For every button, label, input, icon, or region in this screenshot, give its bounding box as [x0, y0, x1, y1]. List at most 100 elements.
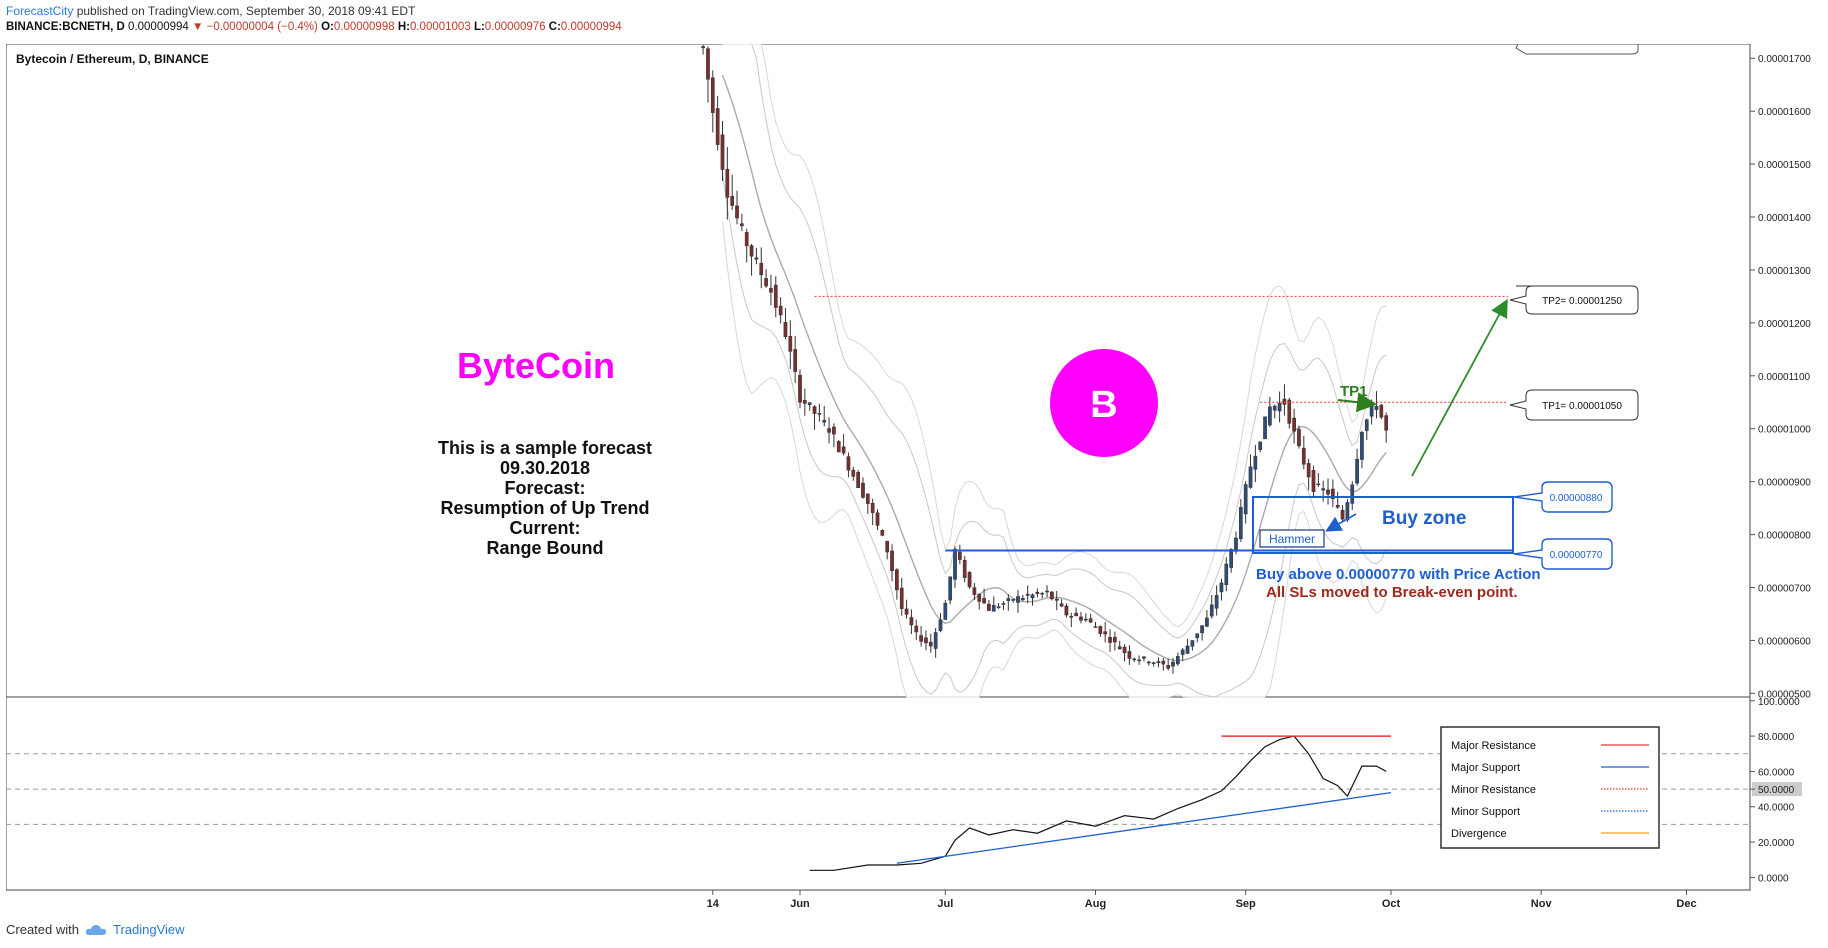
price-tick-label: 0.00001300 [1758, 266, 1811, 277]
time-tick-label: Nov [1531, 898, 1553, 910]
forecast-line: 09.30.2018 [500, 458, 590, 478]
osc-tick-label: 50.0000 [1758, 785, 1795, 796]
candle-body [798, 374, 802, 403]
candle-body [1050, 591, 1054, 600]
candle-body [943, 602, 948, 620]
candle-body [715, 108, 720, 145]
candle-body [1243, 484, 1248, 515]
price-tick-label: 0.00001500 [1758, 160, 1811, 171]
tradingview-cloud-icon [85, 924, 106, 935]
candle-body [1122, 646, 1127, 654]
published-text: published on TradingView.com, September … [76, 4, 416, 18]
last-price: 0.00000994 [128, 21, 189, 33]
candle-body [875, 512, 880, 526]
candle-body [1200, 625, 1204, 634]
candle-body [740, 223, 744, 227]
candle-body [1360, 432, 1364, 460]
candle-body [1253, 455, 1258, 470]
candle-body [972, 587, 977, 595]
current-value-badge [1752, 782, 1802, 797]
candle-body [919, 635, 923, 642]
candle-body [1248, 466, 1253, 488]
candle-body [710, 77, 715, 113]
candle-body [836, 441, 841, 453]
candle-body [1384, 415, 1389, 431]
candle-body [1316, 483, 1321, 486]
oscillator-series [809, 735, 1392, 871]
candle-body [1025, 593, 1030, 596]
low-label: L: [473, 21, 485, 33]
candle-body [1059, 603, 1064, 607]
osc-tick-label: 100.0000 [1758, 697, 1800, 708]
low-value: 0.00000976 [484, 21, 546, 33]
candle-body [928, 641, 933, 647]
candle-body [735, 205, 739, 219]
close-value: 0.00000994 [560, 21, 622, 33]
legend-label: Divergence [1451, 828, 1507, 840]
candle-body [1079, 616, 1083, 621]
price-tick-label: 0.00001100 [1758, 372, 1811, 383]
band-outer-upper-line [722, 44, 1387, 628]
tp1-arrow-icon [1337, 392, 1377, 413]
candle-body [1074, 612, 1078, 617]
candle-body [769, 288, 773, 293]
tp1-callout: TP1= 0.00001050 [1509, 389, 1639, 421]
candle-body [1011, 599, 1015, 601]
tradingview-link[interactable]: TradingView [112, 922, 185, 937]
candle-body [793, 349, 798, 372]
candle-body [987, 603, 991, 611]
zone-bottom-callout: 0.00000770 [1513, 538, 1613, 570]
time-tick-label: Jun [790, 898, 810, 910]
candle-body [880, 530, 885, 536]
candle-body [1209, 604, 1214, 617]
candle-body [982, 598, 986, 604]
candle-body [861, 482, 865, 498]
price-tick-label: 0.00001000 [1758, 425, 1811, 436]
price-axis[interactable]: 0.00001700 0.00001600 0.00001500 0.00001400… [1750, 54, 1811, 700]
ohlc-bar: BINANCE:BCNETH, D 0.00000994 ▼ −0.000000… [6, 21, 622, 33]
candle-body [1064, 605, 1069, 616]
forecast-line: This is a sample forecast [438, 438, 652, 458]
legend-label: Minor Resistance [1451, 784, 1536, 796]
candle-body [948, 576, 953, 601]
candle-body [1117, 646, 1122, 650]
candle-body [783, 322, 788, 337]
candle-body [778, 305, 783, 316]
candle-body [977, 593, 982, 602]
price-tick-label: 0.00001700 [1758, 54, 1811, 65]
open-value: 0.00000998 [333, 21, 395, 33]
band-outer-lower-line [722, 221, 1387, 698]
down-arrow-icon: ▼ [192, 21, 204, 33]
candle-body [706, 48, 710, 80]
tp3-callout [1515, 44, 1639, 55]
time-axis[interactable]: 14 Jun Jul Aug Sep Oct Nov Dec [707, 890, 1697, 910]
band-lower-line [722, 172, 1387, 698]
candle-body [1054, 598, 1059, 601]
chart-area[interactable]: Bytecoin / Ethereum, D, BINANCE 0.000017… [6, 44, 1828, 914]
candle-body [1113, 636, 1117, 643]
candle-body [1083, 618, 1088, 621]
legend-box [1440, 726, 1660, 849]
high-label: H: [397, 21, 410, 33]
price-tick-label: 0.00001400 [1758, 213, 1811, 224]
candle-body [1369, 405, 1374, 417]
candle-body [1287, 399, 1292, 424]
osc-tick-label: 40.0000 [1758, 803, 1795, 814]
candle-body [1277, 403, 1282, 412]
candle-body [870, 503, 875, 513]
candle-body [914, 625, 919, 633]
candle-body [856, 471, 860, 488]
price-tick-label: 0.00000700 [1758, 584, 1811, 595]
bytecoin-logo-icon: B [1050, 349, 1158, 457]
open-label: O: [321, 21, 334, 33]
candle-body [754, 257, 759, 260]
publish-info: ForecastCity published on TradingView.co… [6, 4, 415, 18]
candle-body [899, 587, 904, 609]
candle-body [1035, 591, 1040, 595]
candle-body [764, 278, 768, 287]
target-arrow-icon [1411, 298, 1508, 477]
publisher-link[interactable]: ForecastCity [6, 4, 74, 18]
candle-body [1190, 640, 1195, 647]
candle-body [1103, 631, 1108, 635]
candle-body [1364, 419, 1369, 431]
